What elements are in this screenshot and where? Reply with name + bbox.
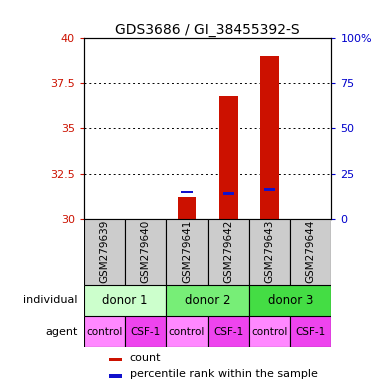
Text: GSM279641: GSM279641 (182, 220, 192, 283)
Text: count: count (130, 353, 161, 363)
FancyBboxPatch shape (249, 218, 290, 285)
FancyBboxPatch shape (166, 316, 208, 347)
Text: donor 2: donor 2 (185, 294, 231, 307)
Bar (109, 358, 122, 361)
Bar (260, 56, 279, 218)
FancyBboxPatch shape (84, 285, 166, 316)
Bar (264, 188, 275, 191)
Text: donor 3: donor 3 (267, 294, 313, 307)
FancyBboxPatch shape (125, 218, 166, 285)
Text: individual: individual (23, 295, 78, 305)
FancyBboxPatch shape (166, 285, 249, 316)
FancyBboxPatch shape (84, 316, 125, 347)
FancyBboxPatch shape (249, 316, 290, 347)
Text: GSM279642: GSM279642 (223, 220, 233, 283)
FancyBboxPatch shape (249, 285, 331, 316)
Title: GDS3686 / GI_38455392-S: GDS3686 / GI_38455392-S (115, 23, 300, 37)
FancyBboxPatch shape (208, 316, 249, 347)
Bar (219, 96, 238, 218)
Text: GSM279639: GSM279639 (99, 220, 109, 283)
Text: CSF-1: CSF-1 (296, 326, 326, 336)
FancyBboxPatch shape (290, 218, 331, 285)
Bar (109, 374, 122, 377)
Bar (178, 197, 196, 218)
Text: GSM279643: GSM279643 (264, 220, 275, 283)
Text: donor 1: donor 1 (102, 294, 148, 307)
Text: CSF-1: CSF-1 (213, 326, 243, 336)
Text: percentile rank within the sample: percentile rank within the sample (130, 369, 317, 379)
FancyBboxPatch shape (166, 218, 208, 285)
Text: GSM279644: GSM279644 (306, 220, 316, 283)
Bar (223, 192, 234, 195)
FancyBboxPatch shape (290, 316, 331, 347)
Text: GSM279640: GSM279640 (141, 220, 151, 283)
FancyBboxPatch shape (84, 218, 125, 285)
Bar (181, 191, 193, 194)
Text: control: control (169, 326, 205, 336)
Text: control: control (251, 326, 288, 336)
FancyBboxPatch shape (125, 316, 166, 347)
Text: agent: agent (45, 326, 78, 336)
FancyBboxPatch shape (208, 218, 249, 285)
Text: control: control (86, 326, 123, 336)
Text: CSF-1: CSF-1 (131, 326, 161, 336)
